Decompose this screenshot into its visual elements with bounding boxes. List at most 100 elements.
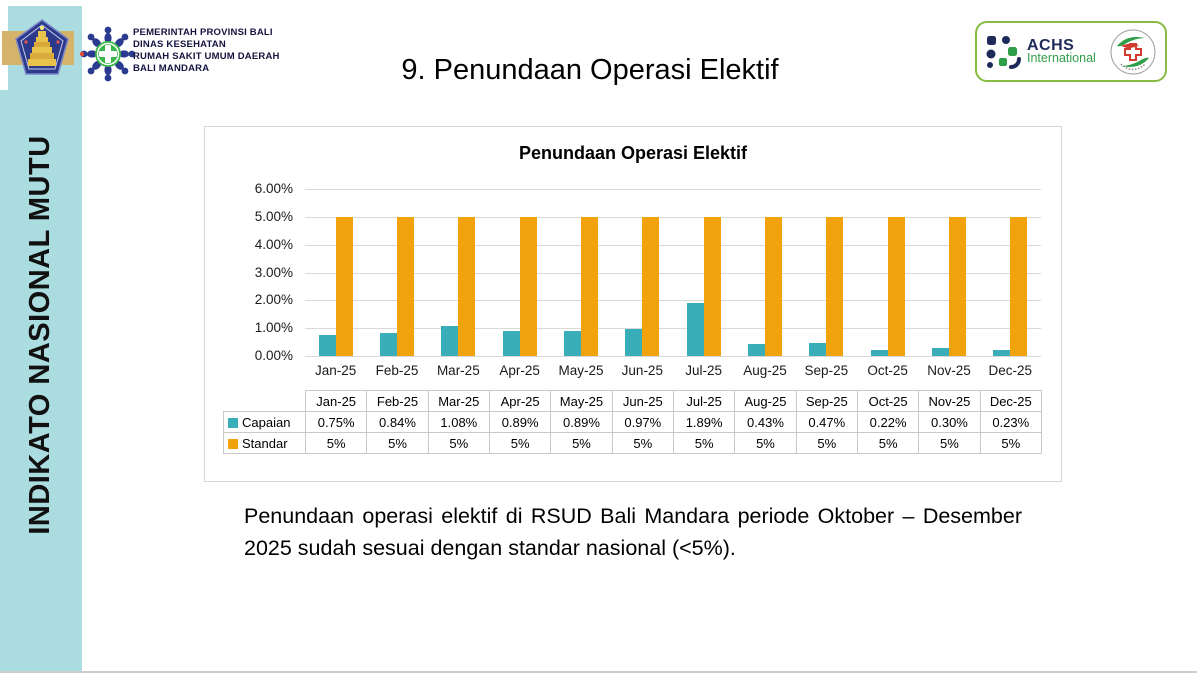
achs-wordmark: ACHS International (1027, 36, 1096, 65)
sidebar-vertical-label: INDIKATO NASIONAL MUTU (24, 135, 56, 535)
table-month-header: Apr-25 (488, 390, 552, 412)
bar-group (305, 189, 366, 356)
capaian-bar (318, 335, 336, 356)
page-title: 9. Penundaan Operasi Elektif (401, 54, 779, 86)
x-tick-label: Nov-25 (927, 363, 971, 378)
bar-group (366, 189, 427, 356)
table-row: Standar 5% 5% 5% 5% 5% 5% 5% 5% 5% 5% 5% 5% (223, 432, 1042, 454)
table-month-header: Oct-25 (856, 390, 920, 412)
org-line: BALI MANDARA (133, 63, 210, 74)
bali-emblem-icon (15, 19, 69, 75)
value-cell: 5% (979, 432, 1042, 454)
x-tick-label: Aug-25 (743, 363, 787, 378)
standar-bar (458, 216, 476, 356)
table-month-header: Jan-25 (304, 390, 368, 412)
standar-bar (335, 216, 353, 356)
gridline (305, 244, 1041, 246)
sidebar-accent-strip-edge (0, 90, 8, 672)
value-cell: 0.97% (611, 411, 674, 433)
capaian-bar (870, 349, 888, 356)
value-cell: 5% (304, 432, 368, 454)
value-cell: 0.23% (979, 411, 1042, 433)
value-cell: 1.89% (672, 411, 736, 433)
x-tick-label: Apr-25 (499, 363, 540, 378)
bar-group (673, 189, 734, 356)
gridline (305, 328, 1041, 330)
x-tick-label: Sep-25 (804, 363, 849, 378)
standar-bar (703, 216, 721, 356)
org-name-block: PEMERINTAH PROVINSI BALI DINAS KESEHATAN… (133, 27, 280, 75)
table-month-header: Sep-25 (795, 390, 858, 412)
sidebar-accent-strip (8, 6, 82, 672)
standar-bar (1010, 216, 1028, 356)
gridline (305, 356, 1041, 357)
value-cell: 5% (488, 432, 552, 454)
value-cell: 0.47% (795, 411, 858, 433)
bar-group (918, 189, 979, 356)
value-cell: 5% (918, 432, 981, 454)
capaian-bar (441, 325, 459, 356)
health-office-icon (79, 26, 136, 82)
org-line: RUMAH SAKIT UMUM DAERAH (133, 51, 280, 62)
value-cell: 0.75% (304, 411, 368, 433)
accreditation-seal-icon (1110, 29, 1156, 74)
capaian-bar (563, 331, 581, 356)
capaian-bar (625, 329, 643, 356)
slide-bottom-border (0, 671, 1197, 673)
table-month-header: Feb-25 (366, 390, 429, 412)
bar-group (489, 189, 550, 356)
standar-bar (826, 216, 844, 356)
standar-bar (948, 216, 966, 356)
standar-bar (764, 216, 782, 356)
value-cell: 5% (795, 432, 858, 454)
gridline (305, 189, 1041, 190)
value-cell: 5% (611, 432, 674, 454)
value-cell: 0.43% (734, 411, 797, 433)
value-cell: 0.84% (366, 411, 429, 433)
value-cell: 5% (734, 432, 797, 454)
standar-bar (519, 216, 537, 356)
table-header-row: Jan-25 Feb-25 Mar-25 Apr-25 May-25 Jun-25 Jul-… (224, 390, 1042, 412)
bar-group (857, 189, 918, 356)
x-tick-label: Mar-25 (436, 363, 480, 378)
x-tick-label: Jul-25 (685, 363, 723, 378)
legend-cell-capaian: Capaian (223, 411, 306, 433)
x-tick-label: Jun-25 (621, 363, 663, 378)
plot-area (305, 189, 1041, 357)
value-cell: 0.30% (918, 411, 981, 433)
capaian-bar (809, 342, 827, 356)
standar-bar (396, 216, 414, 356)
table-month-header: Aug-25 (734, 390, 797, 412)
y-tick-label: 6.00% (254, 181, 293, 196)
y-tick-label: 3.00% (254, 264, 293, 280)
table-corner-cell (224, 391, 306, 412)
bar-group (796, 189, 857, 356)
data-table: Jan-25 Feb-25 Mar-25 Apr-25 May-25 Jun-25 Jul-… (223, 390, 1042, 454)
bar-group (980, 189, 1041, 356)
table-month-header: Jul-25 (672, 390, 736, 412)
gridline (305, 272, 1041, 274)
standar-bar (580, 216, 598, 356)
summary-text: Penundaan operasi elektif di RSUD Bali M… (244, 504, 1022, 560)
capaian-bar (379, 332, 397, 356)
bar-group (428, 189, 489, 356)
accreditation-logo-box: ACHS International (975, 21, 1167, 82)
org-line: DINAS KESEHATAN (133, 39, 226, 50)
gridline (305, 216, 1041, 218)
x-tick-label: Feb-25 (375, 363, 419, 378)
table-month-header: Jun-25 (611, 390, 674, 412)
value-cell: 5% (856, 432, 920, 454)
table-month-header: Nov-25 (918, 390, 981, 412)
standar-bar (887, 216, 905, 356)
achs-name: ACHS (1027, 36, 1075, 54)
table-month-header: Mar-25 (427, 390, 490, 412)
value-cell: 0.89% (488, 411, 552, 433)
x-axis-labels: Jan-25 Feb-25 Mar-25 Apr-25 May-25 Jun-25 Jul-… (305, 363, 1041, 383)
org-line: PEMERINTAH PROVINSI BALI (133, 27, 273, 38)
capaian-bar (931, 347, 949, 356)
value-cell: 5% (427, 432, 490, 454)
y-tick-label: 5.00% (254, 208, 293, 224)
achs-subtitle: International (1027, 50, 1096, 65)
y-tick-label: 2.00% (254, 292, 293, 308)
